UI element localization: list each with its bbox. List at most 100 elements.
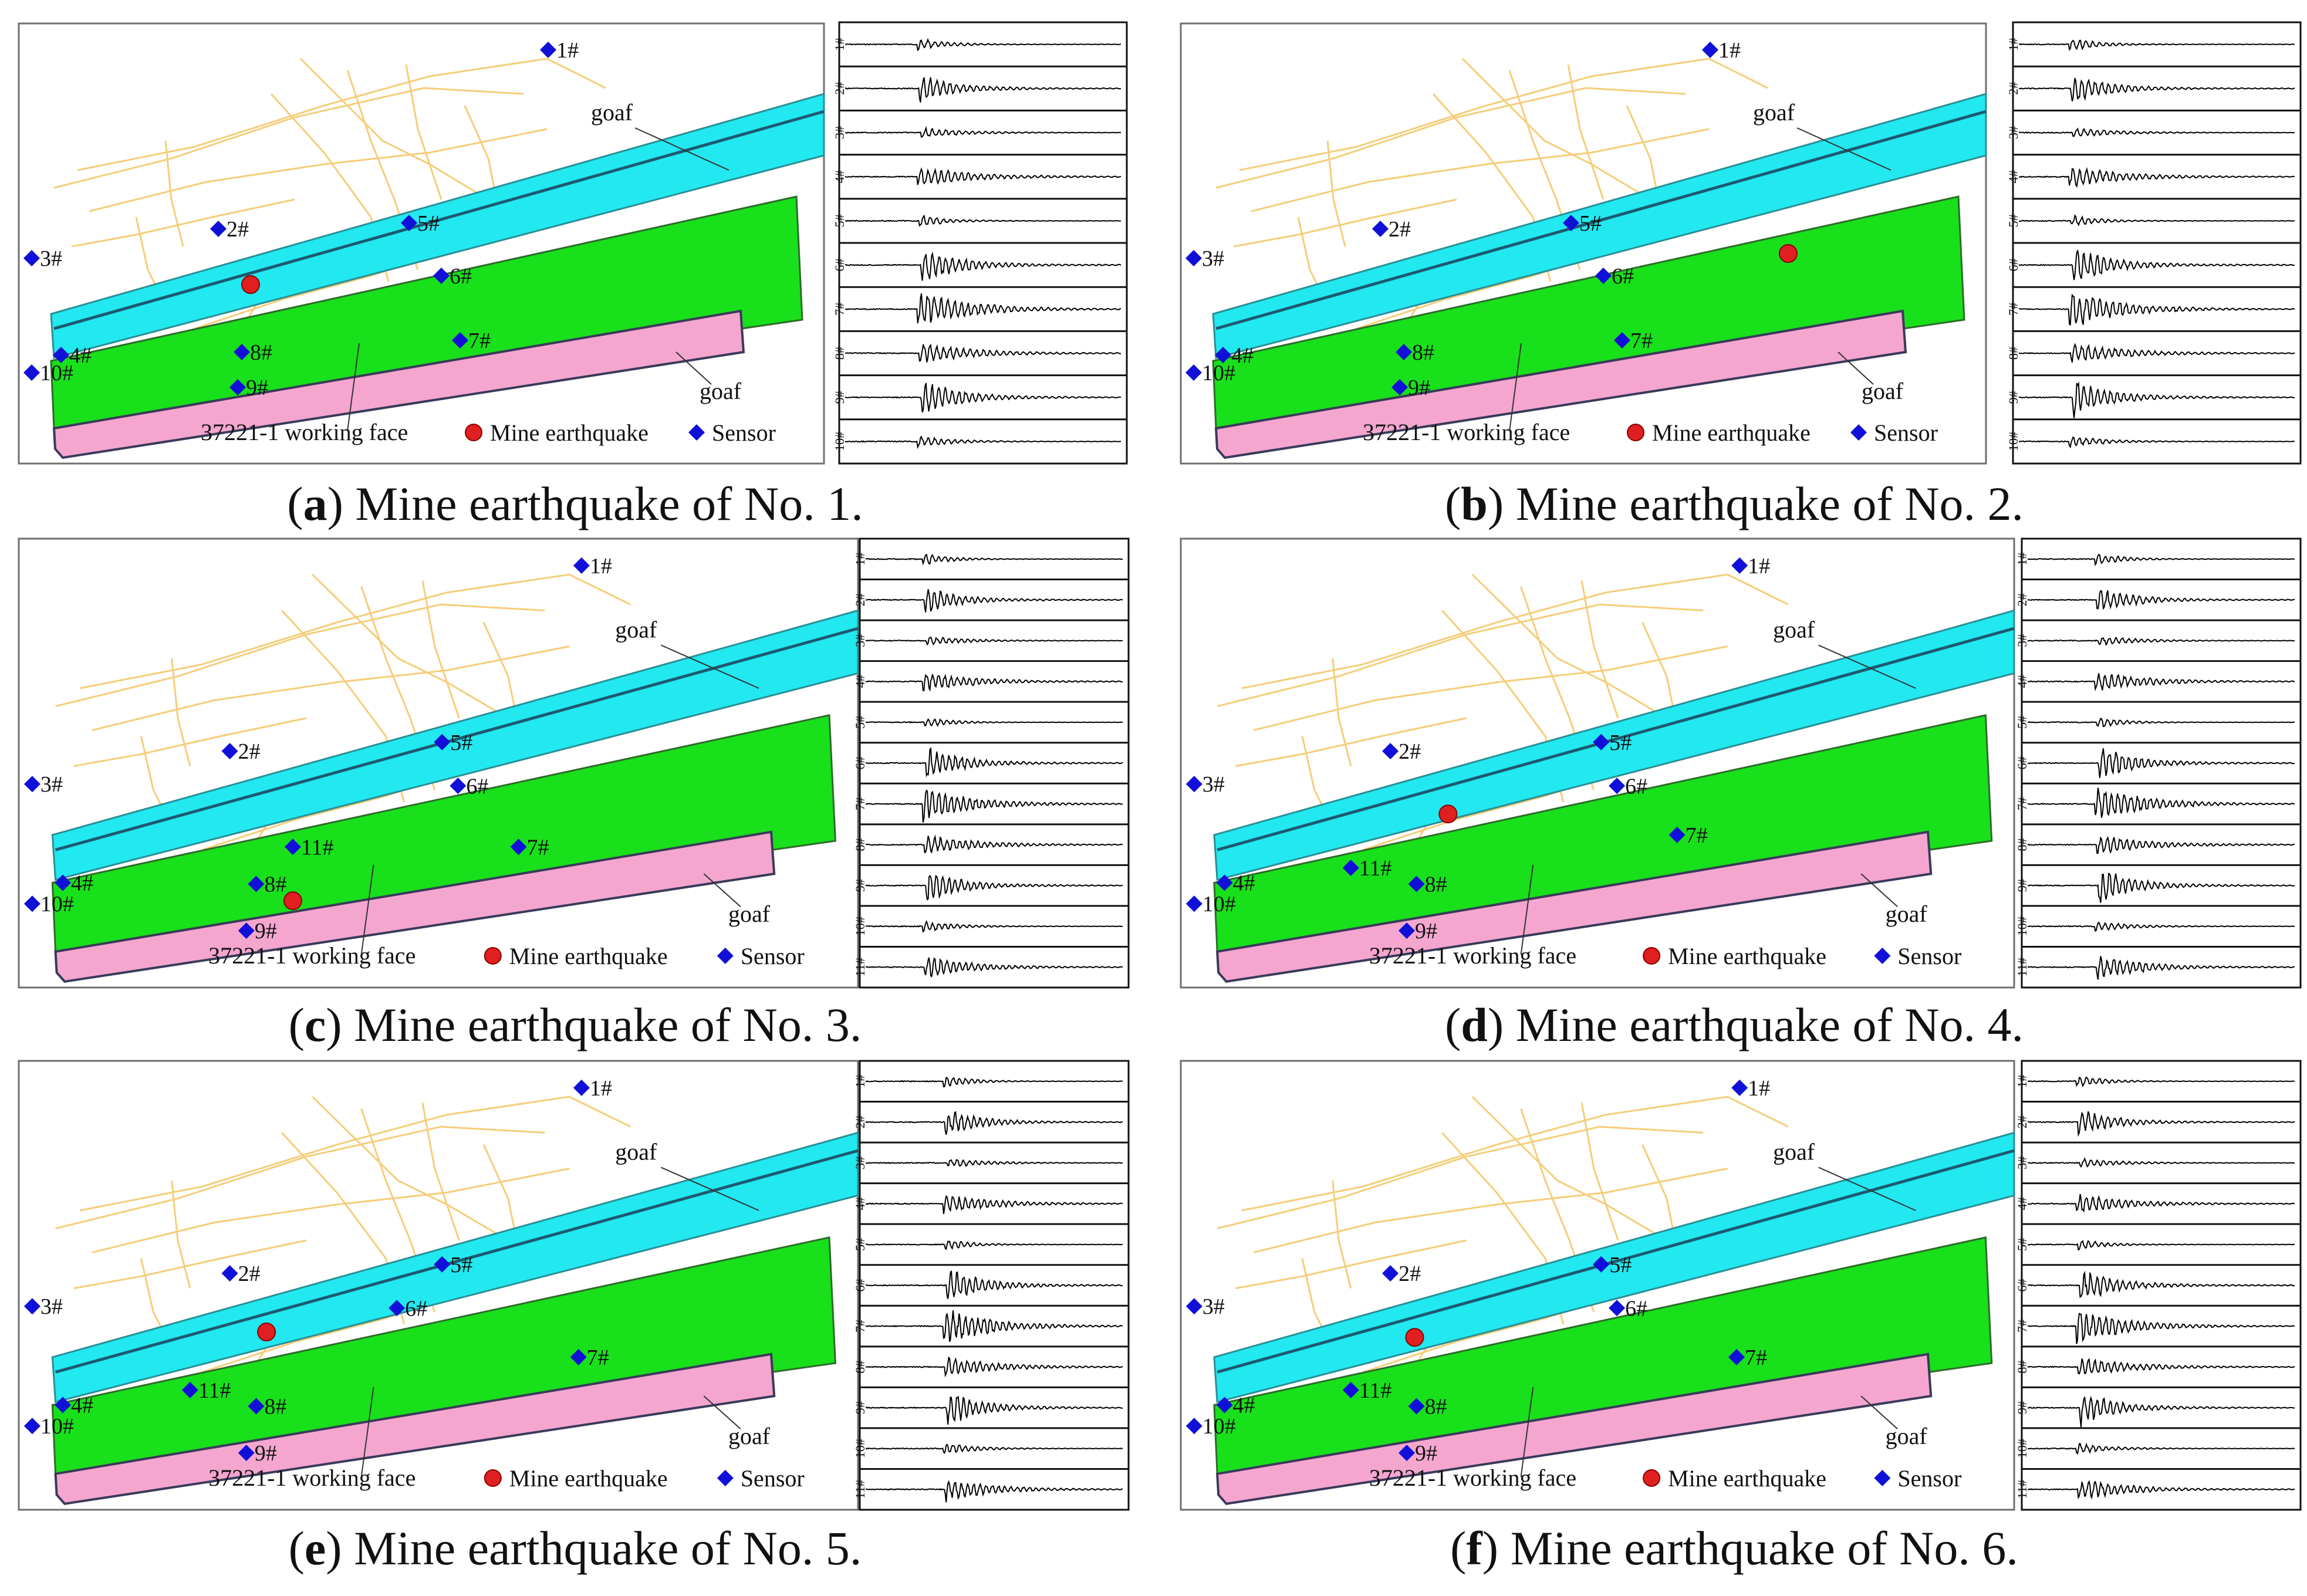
mine-map: goaf goaf 37221-1 working face Mine earthqu… (18, 537, 859, 989)
sensor-label: 2# (238, 739, 261, 764)
sensor-diamond-icon (433, 268, 450, 284)
goaf-leader-lower (703, 1395, 741, 1430)
goaf-upper-area (50, 93, 825, 359)
sensor-diamond-icon (55, 1396, 72, 1414)
sensor-diamond-icon (1408, 1398, 1425, 1415)
sensor-diamond-icon (238, 1445, 255, 1462)
seismic-trace (866, 718, 1123, 727)
seismic-trace (2027, 956, 2295, 980)
panel-c: goaf goaf 37221-1 working face Mine earthqu… (18, 537, 1130, 989)
sensor-label: 9# (1408, 376, 1430, 400)
trace-channel-label: 4# (2015, 1197, 2029, 1210)
sensor-label: 8# (1425, 1395, 1447, 1419)
sensor-diamond-icon (1399, 922, 1416, 939)
tunnel-12 (171, 1180, 191, 1289)
caption-a: (a) Mine earthquake of No. 1. (287, 477, 863, 530)
trace-channel-label: 2# (853, 593, 867, 606)
panel-e: goaf goaf 37221-1 working face Mine earthqu… (18, 1060, 1130, 1511)
caption-letter: c (304, 998, 326, 1051)
tunnel-7 (1580, 580, 1619, 719)
working-face-leader (360, 1387, 374, 1477)
tunnel-9 (1471, 574, 1667, 719)
tunnel-7 (421, 1103, 460, 1241)
trace-channel-label: 5# (832, 214, 847, 227)
sensor-diamond-icon (401, 215, 417, 231)
legend-sensor-icon (1850, 424, 1867, 441)
sensor-label: 10# (40, 892, 74, 917)
working-face-leader (360, 864, 374, 955)
sensor-diamond-icon (1215, 347, 1231, 363)
sensor-label: 2# (1389, 217, 1411, 242)
seismic-trace (866, 1159, 1123, 1167)
sensor-label: 1# (556, 38, 579, 63)
goaf-leader-lower (703, 873, 741, 908)
tunnel-12 (1332, 658, 1352, 766)
trace-channel-label: 3# (832, 126, 847, 139)
trace-channel-label: 7# (853, 1320, 867, 1333)
seismic-trace (865, 1395, 1123, 1425)
seismic-trace (865, 1310, 1123, 1342)
sensor-diamond-icon (1593, 733, 1610, 750)
tunnel-1 (1241, 1095, 1789, 1212)
tunnel-3 (1251, 128, 1710, 212)
trace-channel-label: 10# (2015, 917, 2029, 936)
caption-letter: e (304, 1521, 326, 1575)
waveform-panel: 1# 2# 3# 4# 5# 6# 7# 8# 9# 10# 11# (853, 1060, 1130, 1511)
sensor-label: 9# (255, 1441, 277, 1466)
trace-channel-label: 1# (2015, 553, 2029, 566)
sensor-diamond-icon (23, 1298, 40, 1315)
seismic-trace (865, 957, 1123, 978)
trace-channel-label: 4# (832, 170, 847, 183)
tunnel-2 (1215, 87, 1686, 189)
sensor-diamond-icon (23, 895, 40, 912)
mine-earthquake-marker (241, 275, 260, 294)
trace-channel-label: 10# (853, 1439, 867, 1458)
caption-text: Mine earthquake of No. 1. (355, 477, 863, 530)
trace-channel-label: 10# (2006, 432, 2021, 451)
sensor-label: 11# (1359, 1378, 1392, 1403)
legend-sensor-label: Sensor (741, 943, 805, 969)
mine-earthquake-marker (257, 1323, 276, 1342)
working-face-label: 37221-1 working face (208, 942, 416, 969)
sensor-diamond-icon (238, 922, 255, 939)
goaf-lower-area (1215, 830, 1933, 983)
mine-map: goaf goaf 37221-1 working face Mine earthqu… (18, 22, 825, 465)
panel-b: goaf goaf 37221-1 working face Mine earthqu… (1180, 21, 2302, 465)
sensor-label: 11# (198, 1378, 231, 1403)
sensor-diamond-icon (23, 250, 40, 266)
tunnel-2 (1217, 603, 1704, 708)
seismic-trace (845, 167, 1122, 185)
trace-channel-label: 1# (853, 553, 867, 566)
trace-channel-label: 8# (853, 1361, 867, 1374)
seismic-trace (865, 920, 1123, 933)
seismic-trace (2027, 1480, 2295, 1500)
trace-channel-label: 6# (2015, 757, 2029, 770)
seismic-trace (2019, 436, 2295, 449)
legend-earthquake-label: Mine earthquake (1668, 1465, 1826, 1492)
legend-earthquake-label: Mine earthquake (509, 943, 668, 969)
trace-channel-label: 3# (853, 1157, 867, 1169)
seismic-trace (845, 214, 1122, 227)
tunnel-10 (73, 1239, 307, 1290)
tunnel-12 (171, 658, 191, 766)
sensor-label: 8# (250, 340, 272, 365)
legend-earthquake-label: Mine earthquake (1668, 943, 1826, 969)
trace-channel-label: 6# (853, 1279, 867, 1292)
legend-sensor-label: Sensor (1874, 420, 1938, 446)
seismic-trace (865, 553, 1123, 566)
sensor-label: 9# (1415, 1441, 1437, 1466)
sensor-diamond-icon (221, 1265, 238, 1282)
seismic-trace (2027, 1240, 2295, 1251)
seismic-trace (2028, 1313, 2295, 1344)
seismic-trace (2018, 39, 2295, 51)
caption-f: (f) Mine earthquake of No. 6. (1450, 1521, 2018, 1575)
sensor-label: 6# (1612, 264, 1634, 289)
trace-channel-label: 4# (2015, 675, 2029, 688)
goaf-upper-roadway (1217, 1149, 2015, 1374)
trace-channel-label: 1# (2015, 1075, 2029, 1088)
tunnel-3 (89, 128, 548, 212)
trace-channel-label: 6# (2006, 259, 2021, 272)
trace-channel-label: 2# (2015, 593, 2029, 606)
caption-e: (e) Mine earthquake of No. 5. (288, 1521, 862, 1575)
working-face-leader (1520, 864, 1534, 955)
